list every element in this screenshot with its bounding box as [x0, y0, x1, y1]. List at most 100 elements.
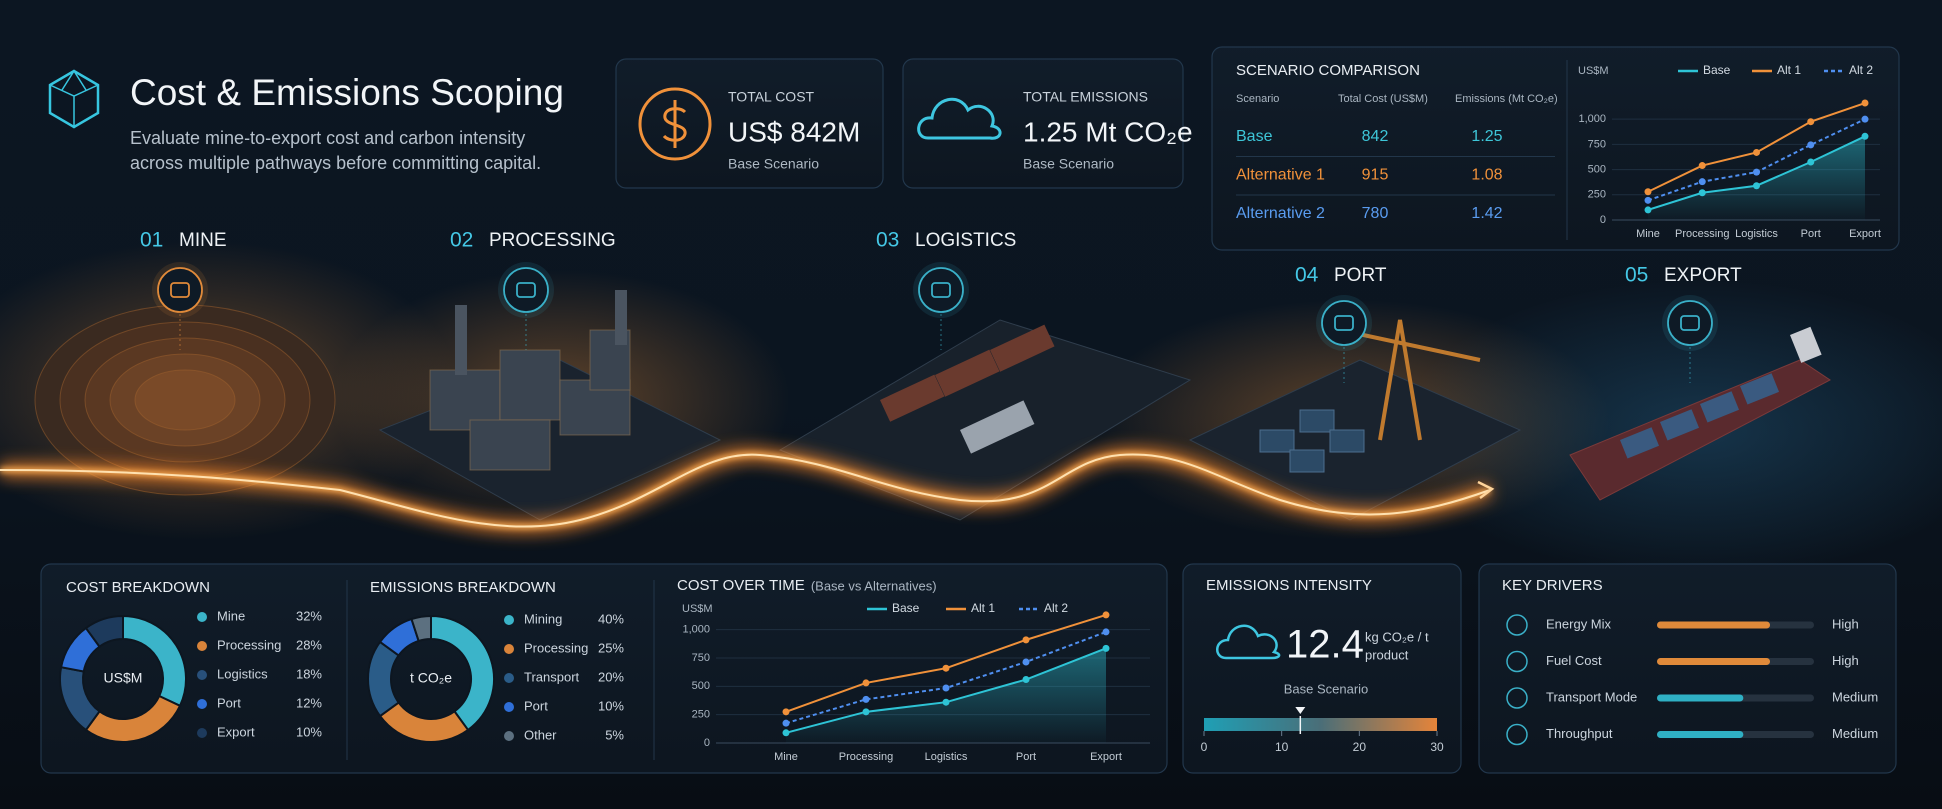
y-tick-label: 750: [1588, 138, 1606, 150]
ship-bridge: [1790, 326, 1822, 363]
y-tick-label: 1,000: [682, 624, 710, 636]
legend-dot: [197, 670, 207, 680]
y-tick-label: 250: [1588, 189, 1606, 201]
logo-facets: [49, 69, 99, 127]
subtitle: Evaluate mine-to-export cost and carbon …: [130, 128, 525, 148]
container-stack: [1259, 429, 1295, 453]
gauge-marker: [1295, 707, 1306, 714]
legend-dot: [197, 612, 207, 622]
ship-containers: [1660, 409, 1700, 441]
point-marker: [1644, 206, 1652, 214]
driver-name: Energy Mix: [1546, 616, 1612, 631]
legend-label: Alt 2: [1044, 601, 1068, 615]
route: [0, 453, 1491, 528]
legend-label: Processing: [524, 640, 588, 655]
legend-dot: [504, 644, 514, 654]
point-marker: [942, 698, 950, 706]
y-tick-label: 250: [692, 709, 710, 721]
table-cell: Alternative 1: [1236, 167, 1325, 184]
kpi-note: Base Scenario: [728, 156, 819, 172]
legend-label: Logistics: [217, 666, 268, 681]
gauge-tick-label: 10: [1275, 740, 1289, 754]
page-title: Cost & Emissions Scoping: [130, 72, 564, 113]
stage-label: MINE: [179, 230, 227, 251]
legend-dot: [197, 699, 207, 709]
point-marker: [1102, 611, 1110, 619]
table-header: Scenario: [1236, 93, 1279, 105]
gauge-tick-label: 0: [1201, 740, 1208, 754]
stage-icon: [1667, 300, 1713, 346]
stage-label: PORT: [1334, 265, 1387, 286]
driver-rating: Medium: [1832, 726, 1878, 741]
point-marker: [1861, 115, 1869, 123]
panel-title: COST OVER TIME: [677, 577, 805, 594]
point-marker: [1753, 148, 1760, 156]
driver-rating: High: [1832, 616, 1859, 631]
stack: [615, 290, 627, 345]
y-tick-label: 1,000: [1578, 113, 1606, 125]
stage-icon: [503, 267, 549, 313]
stage-icon-glyph: [170, 282, 190, 298]
x-tick-label: Port: [1801, 228, 1821, 240]
point-marker: [782, 729, 790, 737]
legend-label: Alt 2: [1849, 63, 1873, 77]
point-marker: [1102, 628, 1110, 636]
truck: [960, 400, 1035, 454]
intensity-unit: kg CO₂e / t: [1365, 629, 1429, 644]
legend-dot: [504, 615, 514, 625]
x-tick-label: Processing: [839, 751, 893, 763]
legend-label: Other: [524, 727, 557, 742]
driver-bar: [1657, 694, 1744, 702]
mine-pit-ring: [134, 369, 236, 431]
y-tick-label: 0: [1600, 214, 1606, 226]
legend-dot: [504, 731, 514, 741]
intensity-note: Base Scenario: [1284, 681, 1369, 696]
donut-center-label: t CO₂e: [410, 670, 452, 686]
legend-label: Port: [217, 695, 241, 710]
x-tick-label: Port: [1016, 751, 1036, 763]
route-arrow: [1477, 480, 1495, 499]
legend-label: Mining: [524, 611, 562, 626]
point-marker: [1753, 168, 1760, 176]
point-marker: [862, 679, 870, 687]
driver-rating: High: [1832, 653, 1859, 668]
point-marker: [1698, 189, 1706, 197]
stage-number: 04: [1295, 264, 1319, 287]
table-cell: 915: [1362, 167, 1389, 184]
kpi-icon: [638, 87, 712, 161]
rail-car: [880, 374, 945, 422]
rail-car: [935, 349, 1000, 397]
driver-name: Fuel Cost: [1546, 653, 1602, 668]
point-marker: [1644, 188, 1652, 196]
table-cell: 1.25: [1471, 128, 1502, 145]
driver-name: Throughput: [1546, 726, 1613, 741]
table-cell: 1.42: [1471, 205, 1502, 222]
point-marker: [862, 708, 870, 716]
stack: [455, 305, 467, 375]
gauge-tick-label: 30: [1430, 740, 1444, 754]
legend-dot: [197, 641, 207, 651]
driver-icon: [1506, 687, 1528, 709]
legend-value: 10%: [598, 698, 624, 713]
stage-label: EXPORT: [1664, 265, 1742, 286]
legend-label: Mine: [217, 608, 245, 623]
gauge-bar: [1204, 718, 1437, 731]
panel-title: EMISSIONS BREAKDOWN: [370, 579, 556, 596]
container-stack: [1299, 409, 1335, 433]
driver-icon: [1506, 723, 1528, 746]
legend-value: 25%: [598, 640, 624, 655]
driver-icon: [1506, 650, 1528, 673]
stage-icon-glyph: [516, 282, 536, 298]
legend-value: 20%: [598, 669, 624, 684]
intensity-unit: product: [1365, 647, 1409, 662]
stage-number: 05: [1625, 264, 1648, 287]
panel: [1478, 563, 1897, 774]
point-marker: [942, 684, 950, 692]
legend-dot: [197, 728, 207, 738]
container-stack: [1289, 449, 1325, 473]
x-tick-label: Mine: [774, 751, 798, 763]
legend-value: 40%: [598, 611, 624, 626]
driver-icon: [1506, 614, 1528, 636]
stage-number: 02: [450, 229, 473, 252]
